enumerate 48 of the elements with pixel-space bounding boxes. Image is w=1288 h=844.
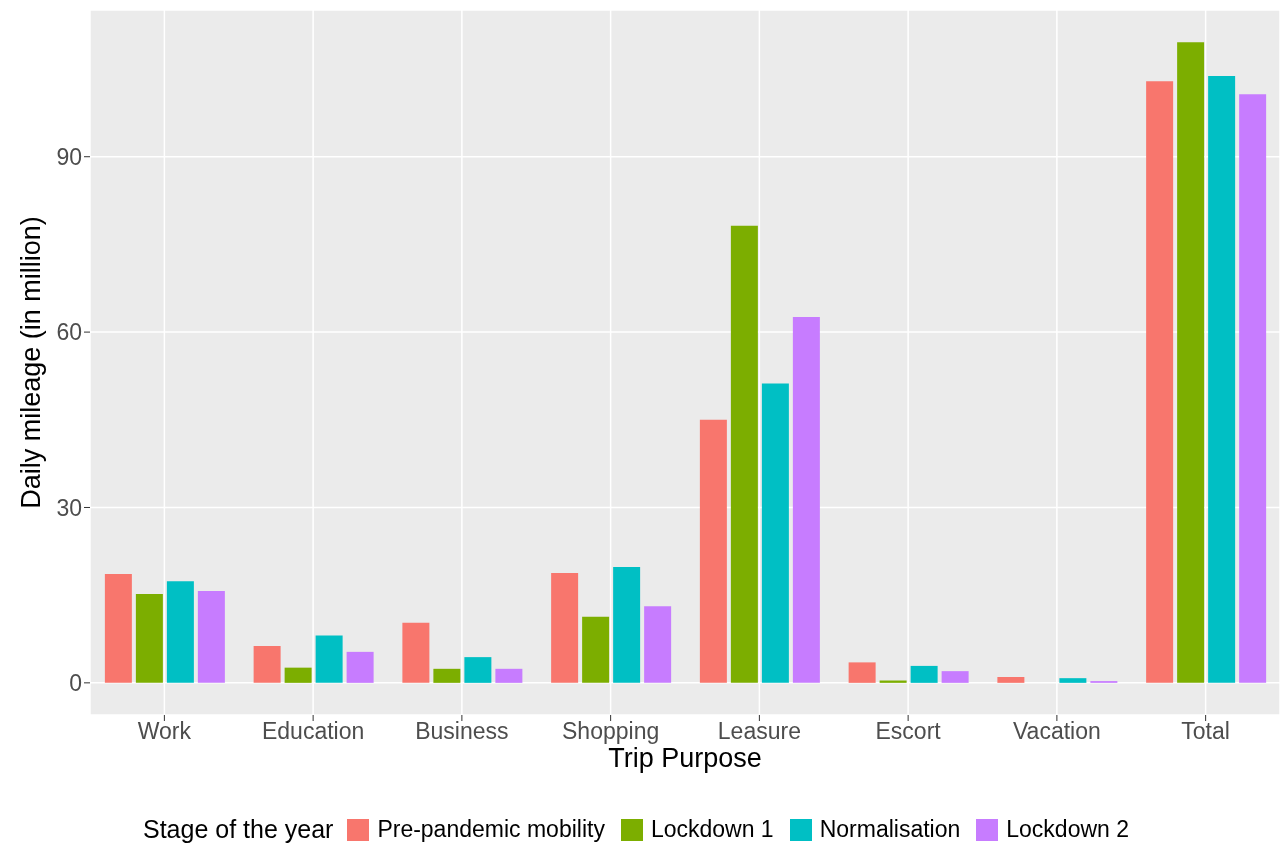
legend-label: Pre-pandemic mobility xyxy=(377,816,605,843)
y-tick-label: 60 xyxy=(56,319,82,346)
bar xyxy=(761,383,789,683)
bar xyxy=(613,567,641,683)
bar xyxy=(1059,678,1087,683)
bar xyxy=(1177,42,1205,683)
bar xyxy=(284,667,312,683)
bar xyxy=(166,581,194,683)
x-tick-label: Work xyxy=(137,718,192,745)
bar xyxy=(848,662,876,683)
bar xyxy=(253,646,281,683)
x-tick-label: Vacation xyxy=(1012,718,1101,745)
y-axis-title: Daily mileage (in million) xyxy=(15,216,46,509)
bar xyxy=(1208,76,1236,683)
bar xyxy=(1146,81,1174,683)
legend-label: Normalisation xyxy=(819,816,961,843)
bar xyxy=(402,622,430,683)
x-tick-label: Business xyxy=(415,718,509,745)
x-tick-label: Education xyxy=(261,718,365,745)
bar xyxy=(346,651,374,683)
bar xyxy=(699,419,727,683)
bar xyxy=(941,671,969,683)
bar xyxy=(997,677,1025,683)
bar xyxy=(104,574,132,683)
bar xyxy=(315,635,343,683)
bar xyxy=(792,316,820,683)
bar xyxy=(730,225,758,683)
bar xyxy=(197,591,225,683)
bar xyxy=(582,616,610,683)
y-tick-label: 30 xyxy=(56,494,82,521)
x-tick-label: Total xyxy=(1181,718,1230,745)
bar xyxy=(433,668,461,683)
x-tick-label: Escort xyxy=(875,718,942,745)
legend-label: Lockdown 1 xyxy=(650,816,774,843)
bar xyxy=(495,668,523,683)
bar xyxy=(464,657,492,683)
y-tick-label: 0 xyxy=(69,670,82,697)
legend-label: Lockdown 2 xyxy=(1006,816,1130,843)
x-axis-title: Trip Purpose xyxy=(608,743,762,773)
bar xyxy=(135,593,163,683)
bar xyxy=(1239,94,1267,683)
x-tick-label: Shopping xyxy=(562,718,660,745)
bar xyxy=(644,606,672,683)
bar xyxy=(551,572,579,683)
x-tick-label: Leasure xyxy=(717,718,801,745)
y-tick-label: 90 xyxy=(56,143,82,170)
bar xyxy=(910,665,938,683)
legend-title: Stage of the year xyxy=(142,815,334,844)
